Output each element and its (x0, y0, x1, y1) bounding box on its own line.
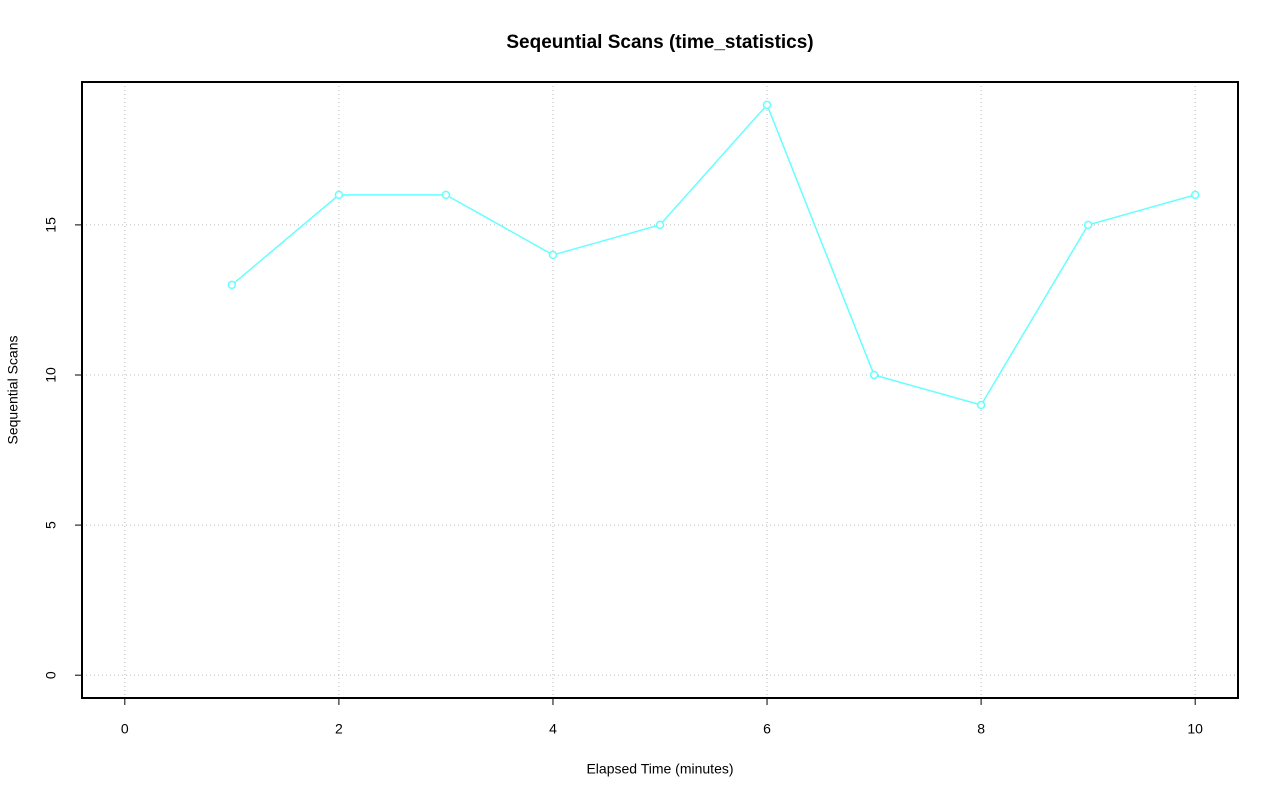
data-point (1083, 220, 1093, 230)
data-point (976, 400, 986, 410)
x-axis-label: Elapsed Time (minutes) (586, 761, 733, 777)
plot-frame (81, 81, 1239, 699)
y-tick-label: 10 (43, 367, 59, 383)
data-point (334, 190, 344, 200)
data-point (227, 280, 237, 290)
data-point (1190, 190, 1200, 200)
series-line (231, 103, 1196, 406)
chart-title: Seqeuntial Scans (time_statistics) (506, 32, 813, 53)
data-point (441, 190, 451, 200)
y-tick-label: 0 (43, 671, 59, 679)
x-tick-label: 10 (1187, 721, 1203, 737)
x-tick-label: 8 (977, 721, 985, 737)
x-tick-label: 0 (121, 721, 129, 737)
data-point (655, 220, 665, 230)
data-point (548, 250, 558, 260)
data-point (762, 100, 772, 110)
y-tick-label: 5 (43, 521, 59, 529)
data-point (869, 370, 879, 380)
x-tick-label: 2 (335, 721, 343, 737)
y-tick-label: 15 (43, 217, 59, 233)
y-axis-label: Sequential Scans (5, 336, 21, 445)
x-tick-label: 4 (549, 721, 557, 737)
x-tick-label: 6 (763, 721, 771, 737)
